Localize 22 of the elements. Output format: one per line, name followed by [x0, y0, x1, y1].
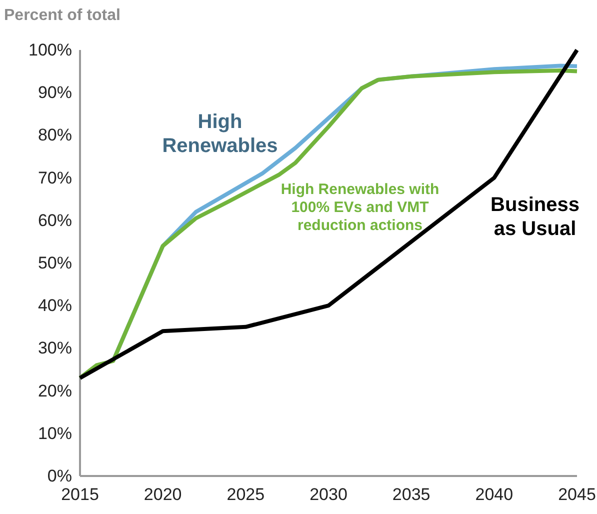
y-tick-label: 60% [38, 210, 72, 230]
y-tick-label: 0% [47, 466, 72, 486]
x-tick-label: 2045 [558, 485, 596, 504]
x-tick-label: 2030 [310, 485, 348, 504]
x-tick-label: 2015 [61, 485, 99, 504]
y-tick-label: 100% [28, 40, 72, 60]
x-tick-label: 2040 [475, 485, 514, 504]
y-tick-label: 90% [38, 83, 72, 102]
y-tick-label: 20% [38, 381, 72, 400]
x-tick-label: 2020 [144, 485, 182, 504]
x-tick-label: 2025 [226, 485, 265, 504]
series-label: Business as Usual [490, 194, 580, 240]
y-tick-label: 80% [38, 126, 72, 145]
y-tick-label: 70% [38, 168, 72, 188]
y-tick-label: 50% [38, 253, 72, 272]
series-label: High Renewables [162, 111, 278, 157]
x-tick-label: 2035 [392, 485, 430, 504]
y-tick-label: 10% [38, 424, 72, 443]
y-tick-label: 30% [38, 338, 72, 358]
series-label: High Renewables with 100% EVs and VMT reduction actions [280, 181, 440, 234]
y-tick-label: 40% [38, 296, 72, 316]
y-axis-title: Percent of total [4, 7, 120, 24]
